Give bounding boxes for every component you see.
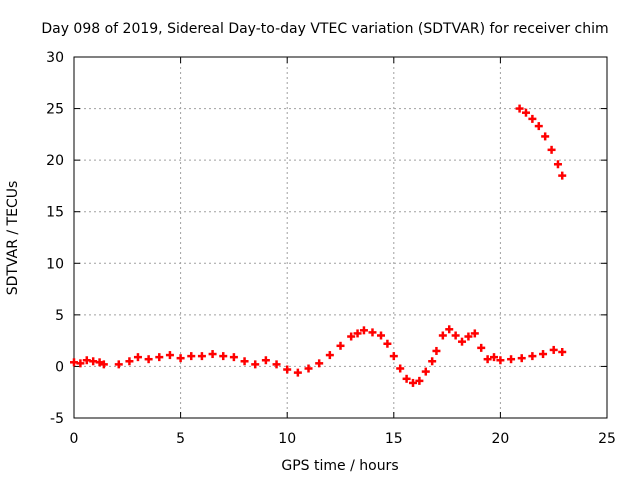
data-point (458, 337, 467, 346)
data-point (547, 145, 556, 154)
data-point (76, 359, 85, 368)
data-point (528, 352, 537, 361)
data-point (558, 171, 567, 180)
data-point (219, 352, 228, 361)
data-point (347, 332, 356, 341)
data-point (155, 353, 164, 362)
y-tick-label: 30 (46, 50, 64, 66)
data-point (421, 367, 430, 376)
data-point (229, 353, 238, 362)
data-point (165, 351, 174, 360)
data-point (521, 108, 530, 117)
data-point (208, 350, 217, 359)
data-points (70, 104, 567, 387)
data-point (396, 364, 405, 373)
data-point (528, 114, 537, 123)
data-point (496, 356, 505, 365)
data-point (483, 355, 492, 364)
axis-ticks (73, 56, 608, 419)
data-point (293, 368, 302, 377)
data-point (359, 326, 368, 335)
data-point (477, 343, 486, 352)
data-point (507, 355, 516, 364)
y-tick-label: 5 (55, 308, 64, 324)
data-point (176, 354, 185, 363)
x-tick-label: 20 (491, 431, 509, 447)
data-point (368, 328, 377, 337)
data-point (432, 346, 441, 355)
y-tick-label: 20 (46, 153, 64, 169)
data-point (197, 352, 206, 361)
data-point (99, 360, 108, 369)
y-tick-labels: -5 0 5 10 15 20 25 30 (46, 50, 64, 427)
data-point (383, 339, 392, 348)
y-tick-label: 15 (46, 205, 64, 221)
data-point (539, 350, 548, 359)
x-tick-label: 10 (278, 431, 296, 447)
data-point (541, 132, 550, 141)
data-point (389, 352, 398, 361)
y-tick-label: 0 (55, 359, 64, 375)
data-point (408, 378, 417, 387)
data-point (133, 353, 142, 362)
plot-frame (73, 56, 608, 419)
x-tick-label: 15 (385, 431, 403, 447)
data-point (553, 160, 562, 169)
data-point (451, 331, 460, 340)
data-point (515, 104, 524, 113)
x-tick-label: 0 (70, 431, 79, 447)
data-point (125, 357, 134, 366)
x-tick-label: 5 (176, 431, 185, 447)
data-point (402, 374, 411, 383)
data-point (377, 331, 386, 340)
data-point (353, 329, 362, 338)
y-axis-label: SDTVAR / TECUs (5, 181, 21, 296)
data-point (240, 357, 249, 366)
data-point (470, 329, 479, 338)
chart-title: Day 098 of 2019, Sidereal Day-to-day VTE… (41, 21, 608, 37)
data-point (464, 332, 473, 341)
x-axis-label: GPS time / hours (281, 458, 398, 474)
y-tick-label: 25 (46, 102, 64, 118)
data-point (114, 360, 123, 369)
data-point (336, 341, 345, 350)
data-point (272, 360, 281, 369)
data-point (428, 357, 437, 366)
data-point (187, 352, 196, 361)
data-point (283, 365, 292, 374)
data-point (325, 351, 334, 360)
data-point (534, 122, 543, 131)
data-point (517, 354, 526, 363)
data-point (315, 359, 324, 368)
data-point (490, 353, 499, 362)
data-point (304, 364, 313, 373)
data-point (549, 345, 558, 354)
y-tick-label: -5 (50, 411, 64, 427)
x-tick-label: 25 (598, 431, 616, 447)
data-point (144, 355, 153, 364)
data-point (95, 358, 104, 367)
data-point (251, 360, 260, 369)
data-point (261, 356, 270, 365)
y-tick-label: 10 (46, 256, 64, 272)
data-point (445, 325, 454, 334)
data-point (415, 376, 424, 385)
data-point (438, 331, 447, 340)
x-tick-labels: 0 5 10 15 20 25 (70, 431, 616, 447)
data-point (558, 347, 567, 356)
